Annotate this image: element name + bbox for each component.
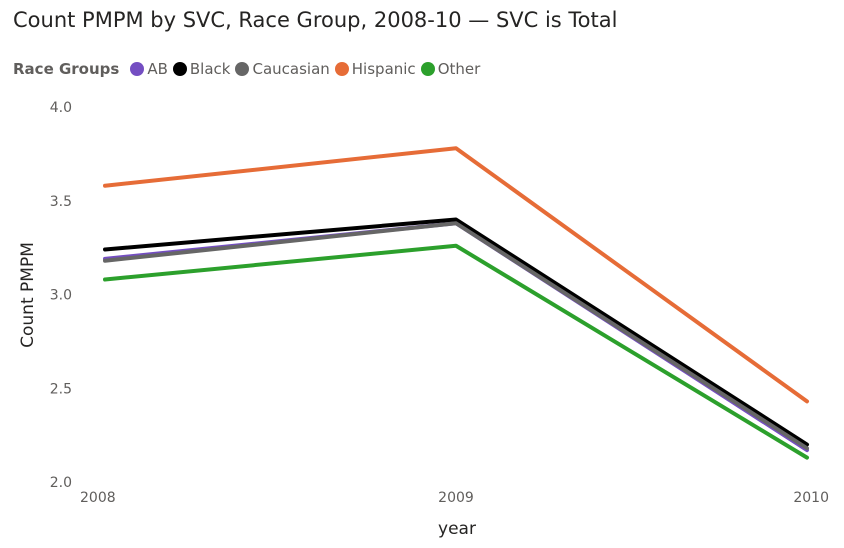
legend-title: Race Groups	[13, 60, 120, 78]
x-tick-label: 2008	[80, 490, 116, 506]
legend-item-ab[interactable]: AB	[130, 60, 168, 78]
series-line-other[interactable]	[103, 243, 809, 460]
legend-label-black: Black	[189, 60, 231, 78]
legend-label-ab: AB	[147, 60, 168, 78]
x-tick-label: 2009	[438, 490, 474, 506]
legend-marker-caucasian	[235, 62, 250, 76]
legend-marker-black	[172, 62, 187, 76]
legend-item-caucasian[interactable]: Caucasian	[235, 60, 330, 78]
series-lines	[103, 146, 809, 460]
y-tick-label: 4.0	[50, 100, 72, 116]
legend-label-caucasian: Caucasian	[252, 60, 330, 78]
chart-title: Count PMPM by SVC, Race Group, 2008-10 —…	[13, 8, 618, 32]
legend-item-hispanic[interactable]: Hispanic	[334, 60, 416, 78]
series-line-ab[interactable]	[103, 221, 809, 453]
series-line-hispanic[interactable]	[103, 146, 809, 404]
x-tick-label: 2010	[793, 490, 829, 506]
y-axis: 2.0 2.5 3.0 3.5 4.0	[50, 100, 72, 491]
legend-marker-hispanic	[334, 62, 349, 76]
legend-item-black[interactable]: Black	[172, 60, 231, 78]
legend-label-other: Other	[437, 60, 481, 78]
legend: Race Groups AB Black Caucasian Hispanic …	[13, 60, 485, 78]
series-line-caucasian[interactable]	[103, 221, 809, 451]
x-axis: 2008 2009 2010	[80, 490, 829, 506]
y-axis-title: Count PMPM	[18, 242, 38, 348]
legend-marker-other	[420, 62, 435, 76]
y-tick-label: 2.5	[50, 381, 72, 397]
y-tick-label: 2.0	[50, 475, 72, 491]
y-tick-label: 3.5	[50, 194, 72, 210]
x-axis-title: year	[438, 519, 476, 539]
y-tick-label: 3.0	[50, 288, 72, 304]
legend-marker-ab	[130, 62, 145, 76]
legend-item-other[interactable]: Other	[420, 60, 481, 78]
legend-label-hispanic: Hispanic	[351, 60, 416, 78]
series-line-black[interactable]	[103, 217, 809, 447]
